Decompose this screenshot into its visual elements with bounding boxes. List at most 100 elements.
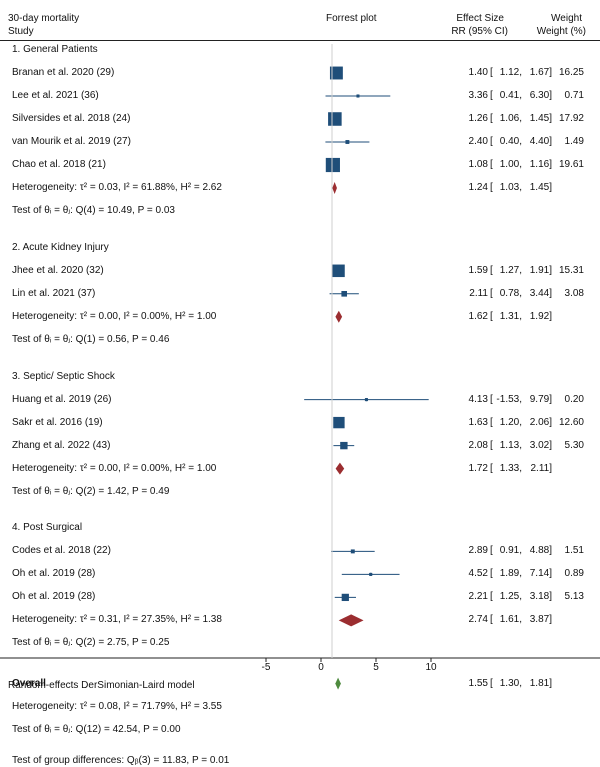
study-marker <box>328 112 342 126</box>
study-effect-size: 4.13 <box>468 393 488 405</box>
study-ci-upper: 6.30] <box>529 90 552 101</box>
study-label: Lee et al. 2021 (36) <box>12 90 99 101</box>
header-separator <box>0 40 600 41</box>
study-marker <box>325 157 340 173</box>
study-marker <box>350 549 355 554</box>
study-effect-size: 2.40 <box>468 136 488 147</box>
study-effect-size: 3.36 <box>468 90 488 101</box>
study-bracket: [ <box>490 591 493 603</box>
study-bracket: [ <box>490 416 493 428</box>
study-ci-upper: 3.18] <box>529 591 552 603</box>
axis-tick-label: -5 <box>261 662 271 673</box>
study-ci-lower: -1.53, <box>496 393 522 405</box>
study-bracket: [ <box>490 545 493 557</box>
group-pooled-ci-upper: 1.45] <box>529 182 552 193</box>
study-weight: 5.13 <box>564 591 584 603</box>
group-test: Test of θᵢ = θⱼ: Q(1) = 0.56, P = 0.46 <box>12 333 170 345</box>
group-pooled-ci-upper: 1.92] <box>529 310 552 322</box>
group-pooled-effect-size: 1.62 <box>468 310 488 322</box>
group-heterogeneity: Heterogeneity: τ² = 0.31, I² = 27.35%, H… <box>12 614 222 626</box>
overall-bracket: [ <box>490 677 493 689</box>
group-pooled-effect-size: 2.74 <box>468 614 488 626</box>
study-ci-lower: 0.40, <box>499 136 522 147</box>
study-label: Lin et al. 2021 (37) <box>12 287 96 299</box>
study-weight: 0.89 <box>564 568 584 580</box>
study-label: Zhang et al. 2022 (43) <box>12 439 111 451</box>
header-outcome: 30-day mortality <box>8 13 80 24</box>
study-ci-upper: 3.02] <box>529 439 552 451</box>
study-marker <box>345 140 350 144</box>
study-label: van Mourik et al. 2019 (27) <box>12 136 131 147</box>
group-pooled-ci-upper: 3.87] <box>529 614 552 626</box>
study-bracket: [ <box>490 264 493 276</box>
group-title: 1. General Patients <box>12 44 98 55</box>
study-bracket: [ <box>490 287 493 299</box>
axis-tick-label: 0 <box>318 662 324 673</box>
study-weight: 16.25 <box>558 67 584 78</box>
study-ci-upper: 1.16] <box>529 159 552 170</box>
study-bracket: [ <box>490 159 493 170</box>
group-pooled-bracket: [ <box>490 182 493 193</box>
study-effect-size: 1.26 <box>468 113 488 124</box>
group-pooled-ci-lower: 1.03, <box>499 182 522 193</box>
study-bracket: [ <box>490 113 493 124</box>
group-pooled-bracket: [ <box>490 462 493 474</box>
study-bracket: [ <box>490 67 493 78</box>
study-marker <box>340 441 348 450</box>
study-ci-lower: 0.41, <box>499 90 522 101</box>
group-pooled-diamond <box>338 614 364 627</box>
overall-ci-upper: 1.81] <box>529 677 552 689</box>
study-ci-upper: 3.44] <box>529 287 552 299</box>
study-marker <box>341 593 349 602</box>
study-effect-size: 1.40 <box>468 67 488 78</box>
study-effect-size: 1.59 <box>468 264 488 276</box>
group-pooled-diamond <box>335 310 343 323</box>
study-marker <box>333 416 345 429</box>
study-effect-size: 2.21 <box>468 591 488 603</box>
study-effect-size: 1.63 <box>468 416 488 428</box>
study-ci-lower: 1.13, <box>499 439 522 451</box>
group-heterogeneity: Heterogeneity: τ² = 0.00, I² = 0.00%, H²… <box>12 462 217 474</box>
study-point <box>369 572 373 577</box>
study-ci-upper: 4.88] <box>529 545 552 557</box>
study-weight: 17.92 <box>558 113 584 124</box>
axis-tick-label: 10 <box>425 662 437 673</box>
study-ci-lower: 1.00, <box>499 159 522 170</box>
study-ci-lower: 1.20, <box>499 416 522 428</box>
study-weight: 0.71 <box>564 90 584 101</box>
study-label: Sakr et al. 2016 (19) <box>12 416 103 428</box>
study-bracket: [ <box>490 568 493 580</box>
group-test: Test of θᵢ = θⱼ: Q(2) = 2.75, P = 0.25 <box>12 637 170 649</box>
header-weight-pct: Weight (%) <box>536 26 586 37</box>
group-test: Test of θᵢ = θⱼ: Q(2) = 1.42, P = 0.49 <box>12 485 170 497</box>
study-point <box>356 94 360 98</box>
footer-model: Random-effects DerSimonian-Laird model <box>8 680 195 691</box>
study-weight: 0.20 <box>564 393 584 405</box>
overall-heterogeneity: Heterogeneity: τ² = 0.08, I² = 71.79%, H… <box>12 700 222 712</box>
group-pooled-effect-size: 1.72 <box>468 462 488 474</box>
study-ci-lower: 1.27, <box>499 264 522 276</box>
study-bracket: [ <box>490 90 493 101</box>
group-differences-test: Test of group differences: Qᵦ(3) = 11.83… <box>12 754 230 766</box>
study-effect-size: 2.89 <box>468 545 488 557</box>
study-ci-lower: 1.12, <box>499 67 522 78</box>
forest-plot <box>0 44 600 690</box>
group-title: 3. Septic/ Septic Shock <box>12 370 115 382</box>
study-weight: 12.60 <box>558 416 584 428</box>
study-bracket: [ <box>490 439 493 451</box>
header-plot: Forrest plot <box>326 13 377 24</box>
study-ci-upper: 1.67] <box>529 67 552 78</box>
study-ci-upper: 2.06] <box>529 416 552 428</box>
study-marker <box>341 290 348 297</box>
group-title: 2. Acute Kidney Injury <box>12 241 109 253</box>
study-ci-lower: 0.78, <box>499 287 522 299</box>
study-effect-size: 2.08 <box>468 439 488 451</box>
overall-test: Test of θᵢ = θⱼ: Q(12) = 42.54, P = 0.00 <box>12 723 181 735</box>
study-label: Silversides et al. 2018 (24) <box>12 113 131 124</box>
study-bracket: [ <box>490 136 493 147</box>
study-ci-upper: 9.79] <box>529 393 552 405</box>
study-ci-lower: 0.91, <box>499 545 522 557</box>
study-label: Huang et al. 2019 (26) <box>12 393 112 405</box>
group-pooled-diamond <box>332 182 337 194</box>
group-heterogeneity: Heterogeneity: τ² = 0.03, I² = 61.88%, H… <box>12 182 222 193</box>
